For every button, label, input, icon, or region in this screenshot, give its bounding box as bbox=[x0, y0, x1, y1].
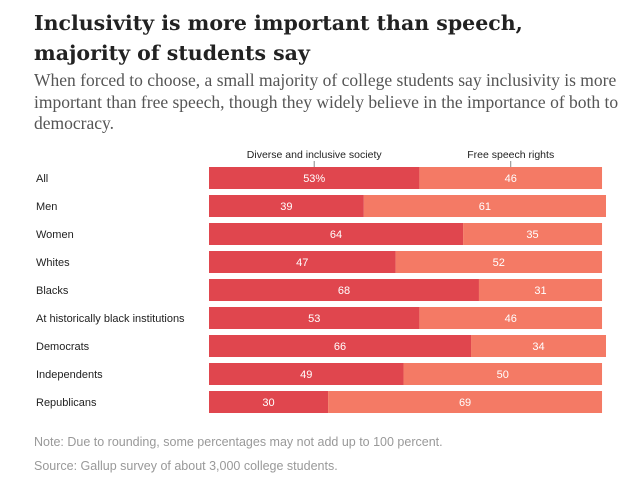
bar-value-label: 53% bbox=[303, 173, 325, 185]
bar-value-label: 47 bbox=[296, 257, 308, 269]
bar-free-speech bbox=[471, 335, 606, 357]
bar-free-speech bbox=[463, 223, 603, 245]
bar-free-speech bbox=[419, 307, 603, 329]
bar-free-speech bbox=[403, 363, 603, 385]
bar-value-label: 52 bbox=[493, 257, 505, 269]
bar-free-speech bbox=[363, 195, 606, 217]
bar-free-speech bbox=[328, 391, 603, 413]
bar-value-label: 31 bbox=[534, 285, 546, 297]
chart-subtitle: When forced to choose, a small majority … bbox=[34, 70, 619, 133]
bar-value-label: 69 bbox=[459, 397, 471, 409]
bar-value-label: 46 bbox=[505, 173, 517, 185]
category-label: Men bbox=[36, 201, 57, 213]
bar-free-speech bbox=[395, 251, 603, 273]
bar-diverse-inclusive bbox=[209, 363, 404, 385]
category-label: Whites bbox=[36, 257, 70, 269]
bar-value-label: 35 bbox=[526, 229, 538, 241]
bar-value-label: 49 bbox=[300, 369, 312, 381]
category-label: Republicans bbox=[36, 397, 97, 409]
bar-value-label: 50 bbox=[497, 369, 509, 381]
chart-source: Source: Gallup survey of about 3,000 col… bbox=[34, 459, 338, 473]
bar-free-speech bbox=[419, 167, 603, 189]
bar-value-label: 68 bbox=[338, 285, 350, 297]
bar-diverse-inclusive bbox=[209, 335, 472, 357]
chart-note: Note: Due to rounding, some percentages … bbox=[34, 435, 443, 449]
bar-diverse-inclusive bbox=[209, 307, 420, 329]
category-label: Democrats bbox=[36, 341, 90, 353]
legend-diverse-inclusive: Diverse and inclusive society bbox=[247, 149, 383, 161]
bar-diverse-inclusive bbox=[209, 167, 420, 189]
category-label: Blacks bbox=[36, 285, 69, 297]
category-label: All bbox=[36, 173, 48, 185]
bar-diverse-inclusive bbox=[209, 391, 329, 413]
bar-value-label: 66 bbox=[334, 341, 346, 353]
bar-value-label: 30 bbox=[262, 397, 274, 409]
bar-diverse-inclusive bbox=[209, 279, 479, 301]
bar-value-label: 64 bbox=[330, 229, 342, 241]
bar-diverse-inclusive bbox=[209, 251, 396, 273]
bar-value-label: 61 bbox=[479, 201, 491, 213]
chart-title: Inclusivity is more important than speec… bbox=[34, 11, 523, 65]
category-label: At historically black institutions bbox=[36, 313, 185, 325]
bar-free-speech bbox=[478, 279, 603, 301]
bar-value-label: 34 bbox=[532, 341, 544, 353]
category-label: Women bbox=[36, 229, 74, 241]
bar-value-label: 53 bbox=[308, 313, 320, 325]
bar-diverse-inclusive bbox=[209, 195, 364, 217]
bar-value-label: 46 bbox=[505, 313, 517, 325]
bar-diverse-inclusive bbox=[209, 223, 464, 245]
bar-value-label: 39 bbox=[280, 201, 292, 213]
category-label: Independents bbox=[36, 369, 103, 381]
legend-free-speech: Free speech rights bbox=[467, 149, 554, 161]
